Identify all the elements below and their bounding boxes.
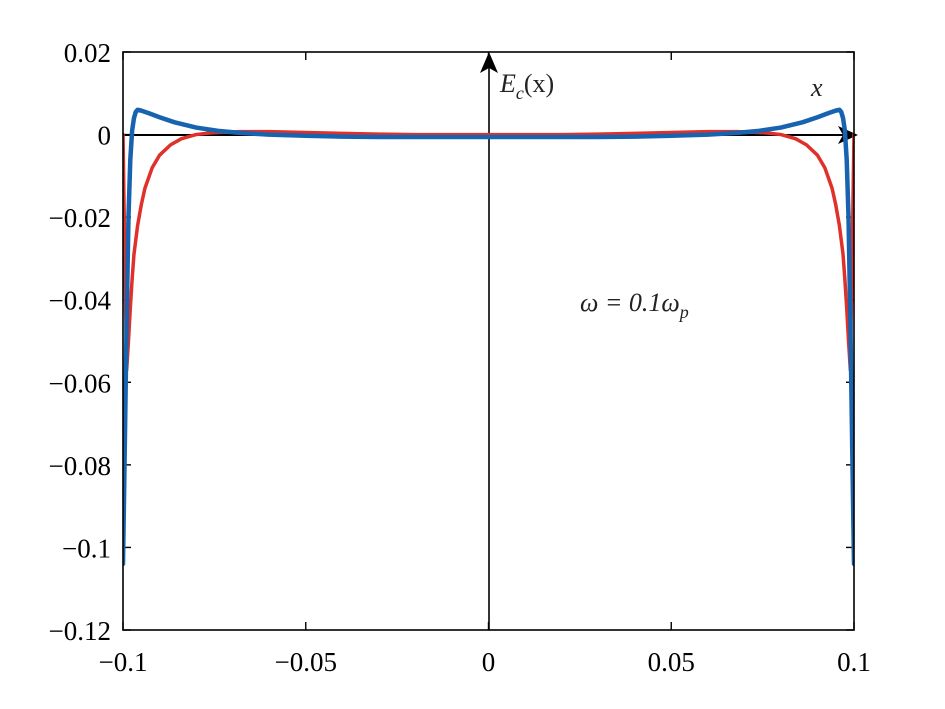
omega-annotation: ω = 0.1ωp (580, 288, 689, 322)
x-tick-label: 0.05 (648, 647, 695, 677)
y-tick-label: −0.08 (49, 451, 111, 481)
y-tick-label: −0.1 (62, 533, 111, 563)
series-line-1 (123, 129, 854, 372)
series-line-2 (123, 107, 854, 567)
y-tick-label: −0.04 (49, 286, 112, 316)
plot-frame (122, 51, 855, 631)
x-tick-label: −0.05 (275, 647, 337, 677)
y-tick-label: −0.12 (49, 616, 111, 646)
series (123, 107, 854, 567)
y-tick-label: −0.06 (49, 368, 111, 398)
y-tick-label: −0.02 (49, 203, 111, 233)
y-arrow-icon (480, 52, 498, 73)
x-tick-label: −0.1 (99, 647, 148, 677)
y-tick-label: 0.02 (64, 38, 111, 68)
tick-labels: −0.1 −0.05 0 0.05 0.1 0.02 0 −0.02 −0.04 −0.06 −0.… (49, 38, 871, 677)
x-tick-label: 0.1 (837, 647, 871, 677)
y-tick-label: 0 (98, 121, 112, 151)
x-tick-label: 0 (482, 647, 496, 677)
y-axis-annotation: Ec(x) (499, 69, 554, 103)
x-axis-annotation: x (810, 73, 823, 102)
